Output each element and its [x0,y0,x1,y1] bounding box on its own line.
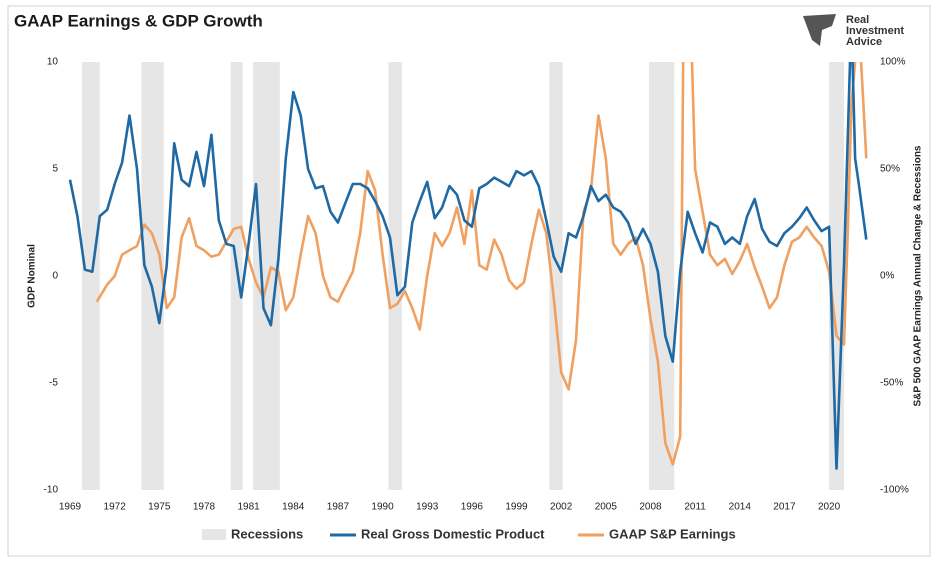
y-tick-label: 5 [52,164,58,175]
x-tick-label: 2014 [729,502,752,513]
x-tick-label: 1972 [104,502,127,513]
logo-icon [803,14,836,46]
logo-text: Investment [846,25,904,37]
y-tick-label: 10 [47,57,59,68]
recession-band [81,62,100,490]
y2-tick-label: -50% [880,378,903,389]
x-tick-label: 1999 [505,502,528,513]
y-tick-label: 0 [52,271,58,282]
y2-axis-label: S&P 500 GAAP Earnings Annual Change & Re… [913,145,924,406]
x-tick-label: 1993 [416,502,439,513]
x-tick-label: 2005 [595,502,618,513]
logo-text: Real [846,14,869,26]
series-line [68,62,868,470]
y-tick-label: -10 [44,485,59,496]
recession-band [230,62,243,490]
legend-label: Recessions [231,526,303,541]
y2-tick-label: 0% [880,271,895,282]
logo-text: Advice [846,36,882,48]
x-tick-label: 1975 [148,502,171,513]
y-tick-label: -5 [49,378,58,389]
chart-title: GAAP Earnings & GDP Growth [14,11,263,30]
y2-tick-label: 100% [880,57,906,68]
frame [7,5,931,557]
x-tick-label: 1990 [371,502,394,513]
recession-band [549,62,563,490]
x-tick-label: 2011 [684,502,706,513]
x-tick-label: 1984 [282,502,305,513]
recession-band [141,62,164,490]
x-tick-label: 1996 [461,502,484,513]
legend-label: Real Gross Domestic Product [361,526,545,541]
x-tick-label: 1981 [237,502,260,513]
x-tick-label: 1969 [59,502,82,513]
plot-area [68,62,868,470]
y2-tick-label: 50% [880,164,900,175]
x-tick-label: 1978 [193,502,216,513]
x-tick-label: 2002 [550,502,573,513]
series-line [95,62,868,466]
y2-tick-label: -100% [880,485,909,496]
y-axis-label: GDP Nominal [27,244,38,308]
x-tick-label: 2008 [639,502,662,513]
recession-band [648,62,675,490]
legend-label: GAAP S&P Earnings [609,526,736,541]
x-tick-label: 2020 [818,502,841,513]
x-tick-label: 2017 [773,502,796,513]
legend-swatch [202,529,226,540]
x-tick-label: 1987 [327,502,350,513]
